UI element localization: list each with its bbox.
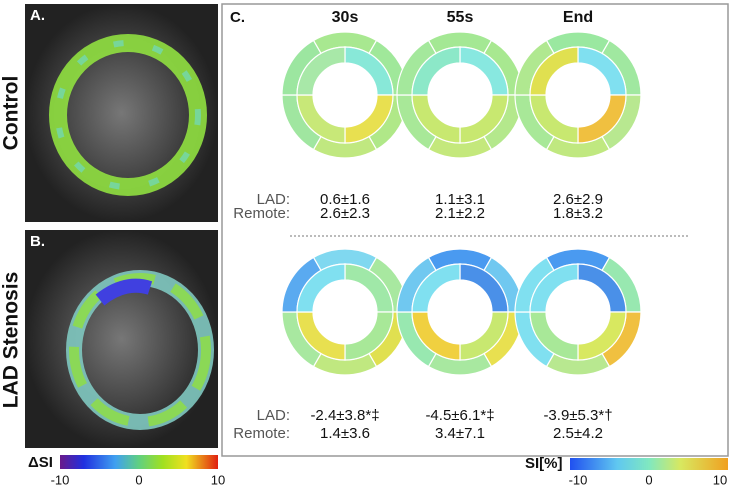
colorbar: [60, 455, 218, 469]
panel-label: C.: [230, 9, 245, 26]
row-label: LAD Stenosis: [0, 272, 23, 409]
row-key: LAD:: [257, 407, 290, 424]
column-header: End: [563, 9, 593, 26]
colorbar-tick-label: 0: [645, 472, 652, 487]
colorbar-tick-label: -10: [51, 472, 70, 487]
remote-value: 1.8±3.2: [553, 205, 603, 222]
lad-value: 2.6±2.9: [553, 191, 603, 208]
bullseye-hole: [313, 280, 377, 344]
panel-frame: [221, 3, 729, 457]
lad-value: 0.6±1.6: [320, 191, 370, 208]
colorbar: [570, 458, 728, 470]
bullseye-hole: [428, 63, 492, 127]
remote-value: 2.6±2.3: [320, 205, 370, 222]
panel-label: A.: [30, 7, 45, 24]
row-label: Control: [0, 76, 23, 151]
lad-value: -4.5±6.1*‡: [425, 407, 494, 424]
lad-value: -2.4±3.8*‡: [310, 407, 379, 424]
colorbar-tick-label: -10: [569, 472, 588, 487]
colorbar-title: ΔSI: [28, 454, 53, 471]
colorbar-title: SI[%]: [525, 455, 563, 472]
row-key: Remote:: [233, 205, 290, 222]
panel-label: B.: [30, 233, 45, 250]
remote-value: 2.1±2.2: [435, 205, 485, 222]
colorbar-tick-label: 10: [713, 472, 727, 487]
colorbar-tick-label: 10: [211, 472, 225, 487]
colorbar-tick-label: 0: [135, 472, 142, 487]
row-key: LAD:: [257, 191, 290, 208]
lad-value: 1.1±3.1: [435, 191, 485, 208]
myocardium-overlay: [55, 40, 201, 190]
row-key: Remote:: [233, 425, 290, 442]
remote-value: 1.4±3.6: [320, 425, 370, 442]
deficit-overlay: [95, 278, 153, 306]
column-header: 30s: [332, 9, 359, 26]
bullseye-hole: [546, 280, 610, 344]
myocardium-overlay: [69, 273, 211, 427]
lad-value: -3.9±5.3*†: [543, 407, 612, 424]
remote-value: 2.5±4.2: [553, 425, 603, 442]
remote-value: 3.4±7.1: [435, 425, 485, 442]
bullseye-hole: [313, 63, 377, 127]
column-header: 55s: [447, 9, 474, 26]
bullseye-hole: [428, 280, 492, 344]
bullseye-hole: [546, 63, 610, 127]
